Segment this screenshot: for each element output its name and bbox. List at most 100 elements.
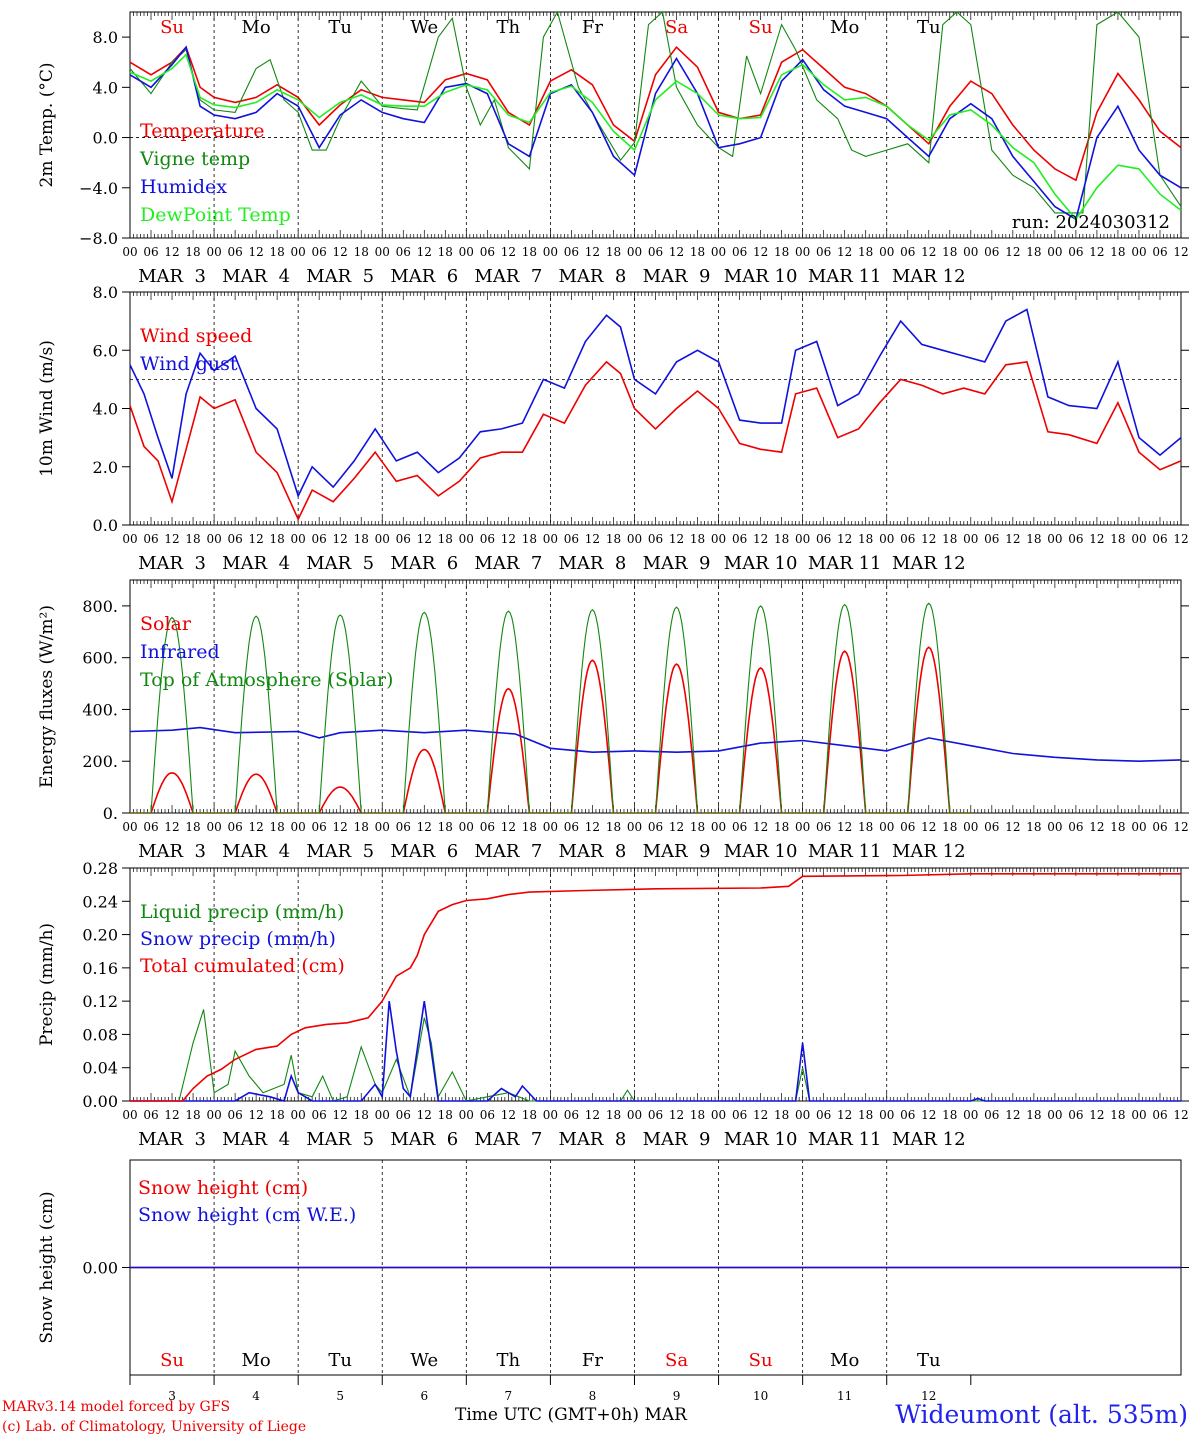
hour-label: 00 xyxy=(627,532,642,546)
hour-label: 12 xyxy=(837,532,852,546)
hour-label: 06 xyxy=(564,532,579,546)
hour-label: 18 xyxy=(438,820,453,834)
hour-label: 12 xyxy=(1173,532,1188,546)
hour-label: 12 xyxy=(333,1108,348,1122)
y-tick-label: 0.00 xyxy=(82,1259,118,1278)
series-total-cumulated-cm- xyxy=(130,873,1181,1102)
hour-label: 18 xyxy=(185,245,200,259)
hour-label: 00 xyxy=(122,1108,137,1122)
hour-label: 18 xyxy=(438,1108,453,1122)
hour-label: 18 xyxy=(690,820,705,834)
hour-label: 00 xyxy=(375,532,390,546)
hour-label: 12 xyxy=(333,820,348,834)
weekday-label: Tu xyxy=(328,1350,352,1371)
y-tick-label: 8.0 xyxy=(93,28,118,47)
date-label: MAR 3 xyxy=(138,553,206,574)
date-label: MAR 10 xyxy=(724,841,798,862)
hour-label: 12 xyxy=(164,820,179,834)
hour-label: 06 xyxy=(984,245,999,259)
hour-label: 00 xyxy=(206,1108,221,1122)
hour-label: 00 xyxy=(206,532,221,546)
hour-label: 00 xyxy=(459,820,474,834)
day-number-label: 9 xyxy=(673,1389,681,1403)
date-label: MAR 5 xyxy=(306,1129,374,1150)
hour-label: 06 xyxy=(984,1108,999,1122)
legend-entry: DewPoint Temp xyxy=(140,204,291,226)
hour-label: 06 xyxy=(732,245,747,259)
date-label: MAR 4 xyxy=(222,841,290,862)
y-tick-label: −4.0 xyxy=(79,179,118,198)
date-label: MAR 4 xyxy=(222,1129,290,1150)
day-number-label: 5 xyxy=(336,1389,344,1403)
y-tick-label: 0.20 xyxy=(82,926,118,945)
legend-entry: Temperature xyxy=(140,120,264,142)
hour-label: 06 xyxy=(143,245,158,259)
hour-label: 00 xyxy=(291,820,306,834)
hour-label: 18 xyxy=(942,532,957,546)
series-temperature xyxy=(129,45,1182,182)
hour-label: 06 xyxy=(1152,532,1167,546)
hour-label: 18 xyxy=(269,532,284,546)
y-tick-label: 4.0 xyxy=(93,78,118,97)
date-label: MAR 5 xyxy=(306,266,374,287)
hour-label: 12 xyxy=(417,532,432,546)
hour-label: 12 xyxy=(248,1108,263,1122)
legend-entry: Snow height (cm) xyxy=(138,1177,308,1199)
hour-label: 12 xyxy=(248,820,263,834)
series-infrared xyxy=(129,726,1182,763)
hour-label: 12 xyxy=(669,820,684,834)
hour-label: 12 xyxy=(1089,1108,1104,1122)
hour-label: 06 xyxy=(984,820,999,834)
hour-label: 00 xyxy=(963,820,978,834)
hour-label: 00 xyxy=(711,532,726,546)
date-label: MAR 6 xyxy=(390,1129,458,1150)
hour-label: 18 xyxy=(522,245,537,259)
date-label: MAR 11 xyxy=(808,1129,882,1150)
y-tick-label: 0.0 xyxy=(93,129,118,148)
date-label: MAR 3 xyxy=(138,1129,206,1150)
hour-label: 00 xyxy=(459,532,474,546)
hour-label: 06 xyxy=(1068,532,1083,546)
hour-label: 18 xyxy=(858,245,873,259)
legend-entry: Infrared xyxy=(140,641,220,663)
hour-label: 18 xyxy=(438,245,453,259)
hour-label: 00 xyxy=(879,820,894,834)
date-label: MAR 5 xyxy=(306,553,374,574)
hour-label: 18 xyxy=(1110,245,1125,259)
date-label: MAR 9 xyxy=(643,1129,711,1150)
hour-label: 06 xyxy=(143,820,158,834)
hour-label: 00 xyxy=(291,532,306,546)
weekday-label: Su xyxy=(749,1350,773,1371)
hour-label: 00 xyxy=(543,820,558,834)
hour-label: 18 xyxy=(774,245,789,259)
hour-label: 12 xyxy=(753,532,768,546)
hour-label: 00 xyxy=(206,820,221,834)
date-label: MAR 8 xyxy=(558,266,626,287)
legend-entry: Snow height (cm W.E.) xyxy=(138,1204,356,1226)
hour-label: 06 xyxy=(816,245,831,259)
hour-label: 18 xyxy=(690,532,705,546)
weekday-label: Mo xyxy=(241,17,270,38)
hour-label: 12 xyxy=(1005,532,1020,546)
hour-label: 00 xyxy=(1131,820,1146,834)
weekday-label: Fr xyxy=(582,1350,603,1371)
y-tick-label: 0.28 xyxy=(82,859,118,878)
legend-entry: Wind speed xyxy=(140,325,252,347)
hour-label: 18 xyxy=(942,1108,957,1122)
hour-label: 00 xyxy=(795,532,810,546)
legend-entry: Humidex xyxy=(140,176,227,198)
hour-label: 00 xyxy=(291,245,306,259)
day-number-label: 3 xyxy=(168,1389,176,1403)
hour-label: 18 xyxy=(185,532,200,546)
hour-label: 18 xyxy=(606,820,621,834)
hour-label: 18 xyxy=(606,245,621,259)
y-tick-label: 6.0 xyxy=(93,341,118,360)
hour-label: 06 xyxy=(900,820,915,834)
hour-label: 12 xyxy=(417,820,432,834)
series-top-of-atmosphere-solar- xyxy=(130,602,971,814)
y-tick-label: 0.0 xyxy=(93,516,118,535)
hour-label: 18 xyxy=(1026,532,1041,546)
hour-label: 06 xyxy=(480,532,495,546)
hour-label: 18 xyxy=(774,532,789,546)
hour-label: 06 xyxy=(396,820,411,834)
